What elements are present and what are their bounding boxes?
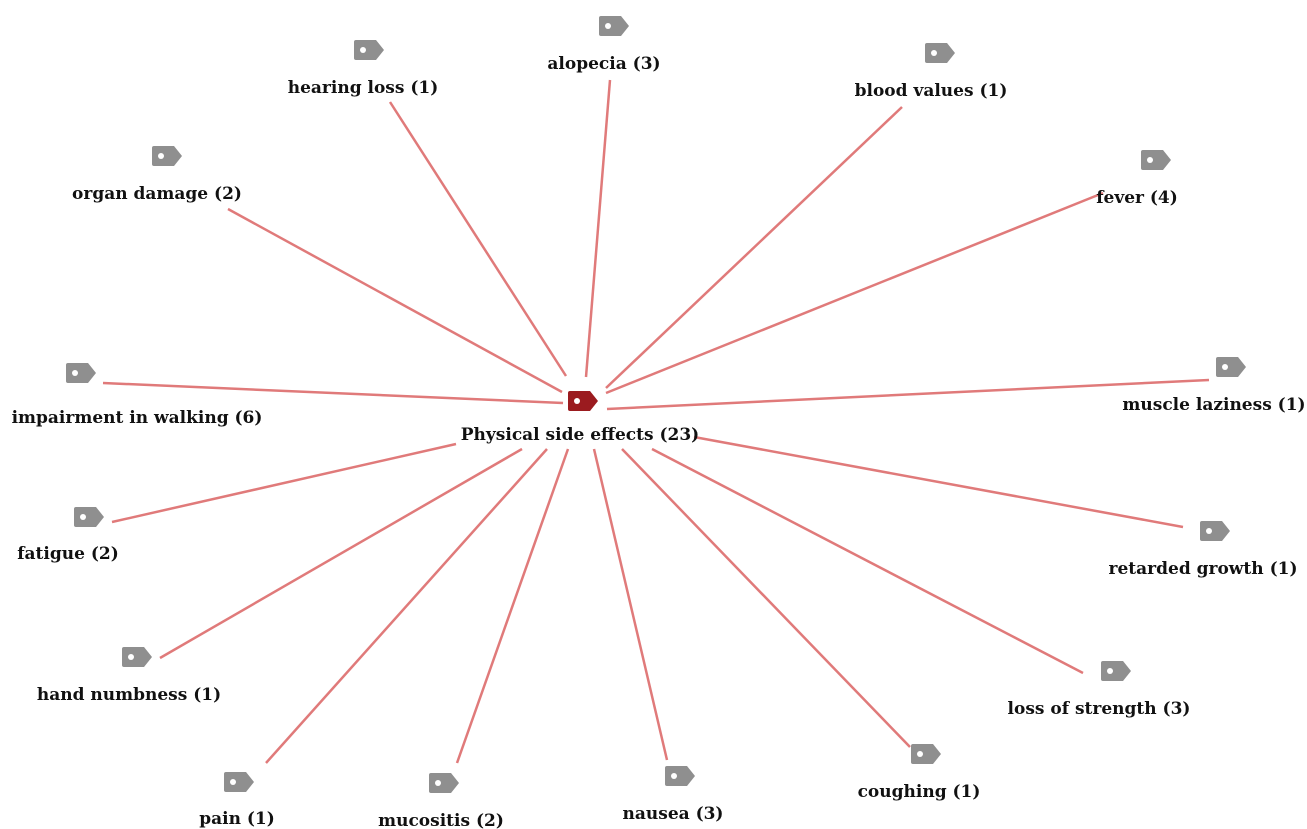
tag-shape bbox=[911, 744, 941, 764]
tag-icon bbox=[66, 363, 96, 383]
edge-coughing bbox=[621, 448, 911, 748]
tag-hole bbox=[1147, 157, 1153, 163]
edge-pain bbox=[265, 448, 548, 764]
node-label: retarded growth (1) bbox=[1108, 559, 1298, 579]
tag-shape bbox=[568, 391, 598, 411]
edge-retarded-growth bbox=[693, 435, 1184, 529]
tag-icon bbox=[74, 507, 104, 527]
tag-icon bbox=[122, 647, 152, 667]
node-label: organ damage (2) bbox=[72, 184, 242, 204]
center-node-label: Physical side effects (23) bbox=[460, 425, 700, 445]
tag-shape bbox=[1216, 357, 1246, 377]
node-label: fever (4) bbox=[1096, 188, 1178, 208]
node-label: coughing (1) bbox=[857, 782, 981, 802]
node-label: alopecia (3) bbox=[547, 54, 661, 74]
node-label: blood values (1) bbox=[854, 81, 1008, 101]
edge-mucositis bbox=[455, 448, 570, 764]
tag-hole bbox=[80, 514, 86, 520]
tag-shape bbox=[1200, 521, 1230, 541]
node-label: pain (1) bbox=[199, 809, 275, 829]
tag-icon bbox=[1141, 150, 1171, 170]
tag-icon bbox=[1216, 357, 1246, 377]
tag-shape bbox=[66, 363, 96, 383]
tag-icon bbox=[429, 773, 459, 793]
edge-nausea bbox=[592, 448, 669, 761]
tag-hole bbox=[917, 751, 923, 757]
node-label: impairment in walking (6) bbox=[11, 408, 263, 428]
edge-organ-damage bbox=[227, 207, 563, 394]
edge-hearing-loss bbox=[388, 101, 568, 377]
tag-hole bbox=[671, 773, 677, 779]
tag-hole bbox=[1107, 668, 1113, 674]
tag-hole bbox=[435, 780, 441, 786]
node-label: muscle laziness (1) bbox=[1122, 395, 1306, 415]
edge-fever bbox=[605, 191, 1104, 395]
node-label: fatigue (2) bbox=[17, 544, 119, 564]
tag-shape bbox=[925, 43, 955, 63]
tag-icon bbox=[599, 16, 629, 36]
tag-shape bbox=[665, 766, 695, 786]
tag-icon bbox=[152, 146, 182, 166]
tag-icon bbox=[568, 391, 598, 411]
tag-shape bbox=[74, 507, 104, 527]
node-label: mucositis (2) bbox=[378, 811, 504, 829]
tag-hole bbox=[158, 153, 164, 159]
node-label: hearing loss (1) bbox=[287, 78, 439, 98]
edge-hand-numbness bbox=[159, 447, 523, 660]
tag-hole bbox=[574, 398, 580, 404]
tag-shape bbox=[429, 773, 459, 793]
tag-hole bbox=[72, 370, 78, 376]
tag-shape bbox=[1101, 661, 1131, 681]
node-label: loss of strength (3) bbox=[1007, 699, 1191, 719]
tag-hole bbox=[230, 779, 236, 785]
tag-icon bbox=[1200, 521, 1230, 541]
tag-hole bbox=[931, 50, 937, 56]
tag-shape bbox=[354, 40, 384, 60]
tag-hole bbox=[1222, 364, 1228, 370]
tag-icon bbox=[1101, 661, 1131, 681]
node-label: hand numbness (1) bbox=[36, 685, 222, 705]
tag-hole bbox=[360, 47, 366, 53]
tag-icon bbox=[665, 766, 695, 786]
tag-icon bbox=[354, 40, 384, 60]
tag-icon bbox=[925, 43, 955, 63]
tag-shape bbox=[224, 772, 254, 792]
tag-icon bbox=[224, 772, 254, 792]
node-label: nausea (3) bbox=[622, 804, 724, 824]
tag-hole bbox=[605, 23, 611, 29]
tag-hole bbox=[128, 654, 134, 660]
tag-shape bbox=[152, 146, 182, 166]
tag-icon bbox=[911, 744, 941, 764]
edge-alopecia bbox=[584, 79, 612, 378]
edge-loss-of-strength bbox=[651, 447, 1084, 675]
tag-shape bbox=[599, 16, 629, 36]
edge-fatigue bbox=[111, 442, 457, 524]
edge-impairment-in-walking bbox=[102, 381, 564, 405]
tag-shape bbox=[122, 647, 152, 667]
tag-shape bbox=[1141, 150, 1171, 170]
edge-blood-values bbox=[605, 106, 903, 389]
edge-muscle-laziness bbox=[606, 378, 1210, 411]
tag-hole bbox=[1206, 528, 1212, 534]
